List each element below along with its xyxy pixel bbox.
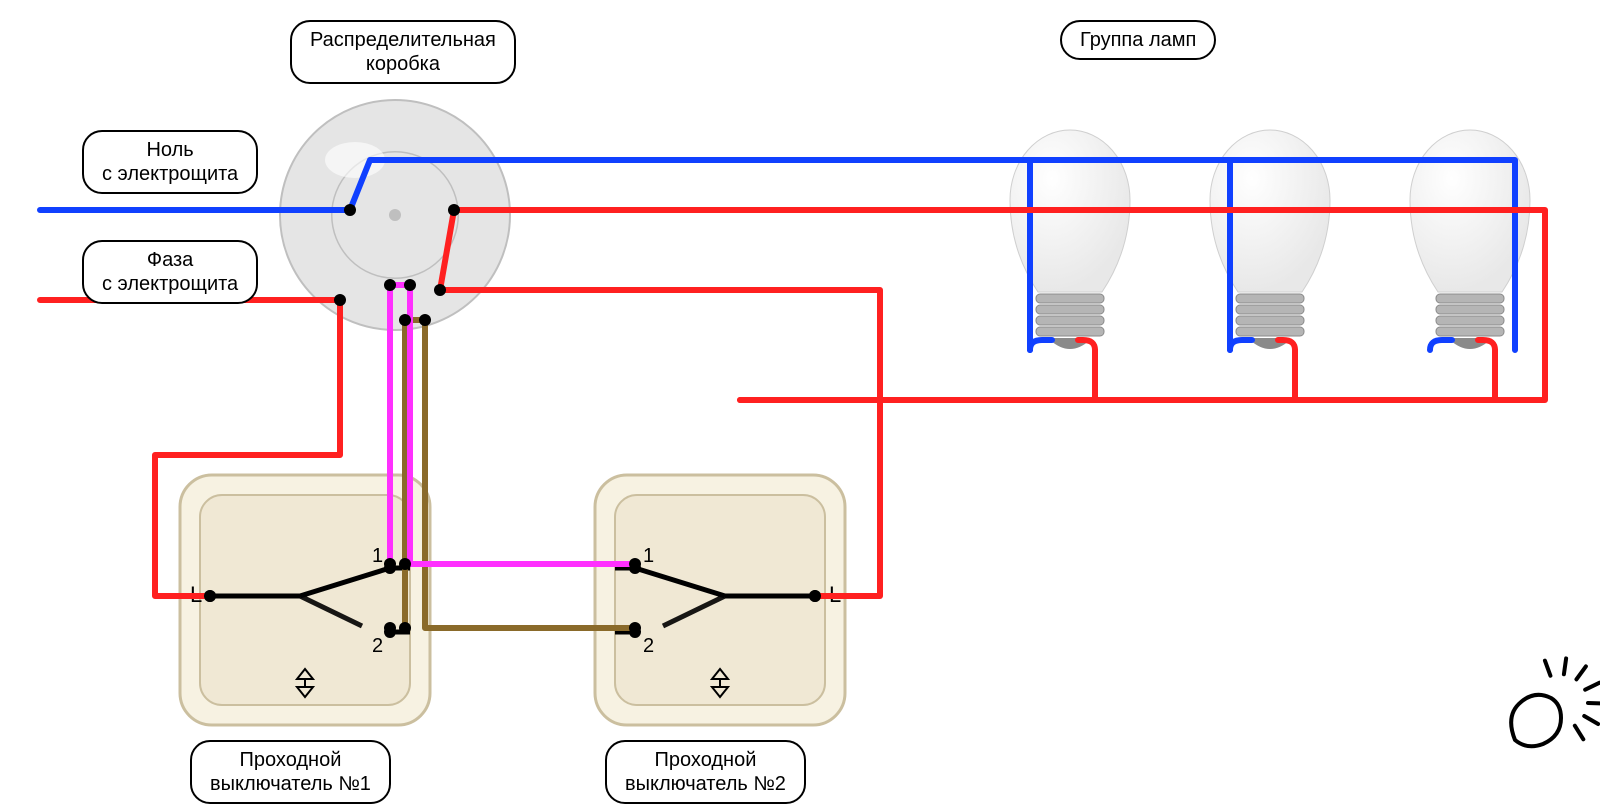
label-switch-2: Проходнойвыключатель №2 bbox=[605, 740, 806, 804]
snap-icon bbox=[1511, 658, 1600, 746]
wire-neutral-tail-2 bbox=[1230, 340, 1252, 350]
svg-text:2: 2 bbox=[643, 635, 654, 657]
label-lamps: Группа ламп bbox=[1060, 20, 1216, 60]
label-junction-box: Распределительнаякоробка bbox=[290, 20, 516, 84]
svg-text:1: 1 bbox=[372, 545, 383, 567]
svg-text:1: 1 bbox=[643, 545, 654, 567]
label-phase: Фазас электрощита bbox=[82, 240, 258, 304]
junction-box bbox=[280, 100, 510, 330]
label-neutral: Нольс электрощита bbox=[82, 130, 258, 194]
wire-neutral-tail-3 bbox=[1430, 340, 1452, 350]
wiring-diagram: L12L12 bbox=[0, 0, 1600, 800]
svg-text:2: 2 bbox=[372, 635, 383, 657]
wire-neutral-tail-1 bbox=[1030, 340, 1052, 350]
label-switch-1: Проходнойвыключатель №1 bbox=[190, 740, 391, 804]
two-way-switch-2: L12 bbox=[595, 475, 845, 725]
